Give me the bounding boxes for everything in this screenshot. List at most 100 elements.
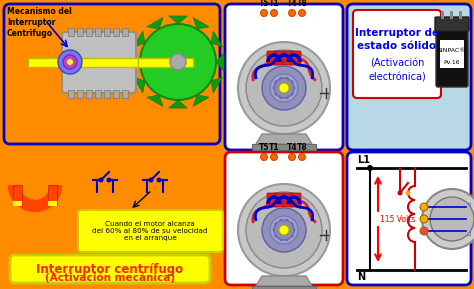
Circle shape: [285, 238, 289, 241]
Circle shape: [271, 153, 277, 160]
Polygon shape: [256, 276, 312, 286]
FancyBboxPatch shape: [4, 4, 220, 144]
FancyBboxPatch shape: [436, 20, 468, 87]
Bar: [441, 11, 445, 19]
FancyBboxPatch shape: [267, 51, 277, 65]
Bar: [440, 40, 464, 68]
Text: estado sólido: estado sólido: [357, 41, 437, 51]
Circle shape: [63, 55, 77, 69]
FancyBboxPatch shape: [283, 51, 293, 65]
Circle shape: [291, 223, 293, 226]
Circle shape: [140, 24, 216, 100]
FancyBboxPatch shape: [275, 51, 285, 65]
Circle shape: [274, 223, 278, 226]
Circle shape: [170, 54, 186, 70]
Circle shape: [246, 192, 322, 268]
Circle shape: [261, 153, 267, 160]
Circle shape: [292, 86, 295, 90]
Bar: [138, 58, 193, 67]
Circle shape: [99, 177, 103, 182]
Circle shape: [291, 234, 293, 237]
Circle shape: [148, 177, 154, 182]
Bar: [77, 90, 83, 98]
Bar: [122, 28, 128, 36]
Polygon shape: [256, 134, 312, 144]
Text: SINPAC®: SINPAC®: [438, 49, 466, 53]
Circle shape: [270, 74, 298, 102]
Circle shape: [299, 10, 306, 16]
Text: T5: T5: [259, 143, 269, 152]
Circle shape: [422, 189, 474, 249]
FancyBboxPatch shape: [225, 4, 343, 150]
Text: T4: T4: [287, 0, 297, 8]
Circle shape: [279, 83, 289, 93]
Circle shape: [271, 10, 277, 16]
FancyBboxPatch shape: [347, 4, 471, 150]
Polygon shape: [193, 17, 209, 29]
Bar: [13, 185, 22, 205]
Circle shape: [280, 77, 283, 80]
Bar: [104, 90, 110, 98]
Bar: [86, 90, 92, 98]
Bar: [48, 185, 57, 205]
Polygon shape: [147, 95, 163, 107]
Polygon shape: [193, 95, 209, 107]
Polygon shape: [216, 53, 224, 71]
Circle shape: [238, 184, 330, 276]
FancyBboxPatch shape: [78, 210, 223, 252]
Circle shape: [273, 86, 276, 90]
Circle shape: [156, 177, 162, 182]
Polygon shape: [169, 100, 187, 108]
FancyBboxPatch shape: [347, 152, 471, 285]
Polygon shape: [147, 17, 163, 29]
Circle shape: [238, 42, 330, 134]
Circle shape: [273, 229, 276, 231]
Polygon shape: [169, 16, 187, 24]
Circle shape: [420, 227, 428, 235]
Bar: [104, 28, 110, 36]
Bar: [459, 11, 463, 19]
FancyBboxPatch shape: [267, 193, 277, 207]
Bar: [28, 58, 173, 67]
Circle shape: [274, 78, 294, 98]
Bar: [95, 90, 101, 98]
Circle shape: [107, 177, 111, 182]
Bar: [13, 201, 22, 206]
Circle shape: [280, 238, 283, 241]
Text: T8: T8: [297, 0, 307, 8]
Text: T1: T1: [269, 143, 279, 152]
Text: T1: T1: [269, 0, 279, 8]
Polygon shape: [134, 77, 145, 93]
Circle shape: [285, 96, 289, 99]
Bar: [464, 203, 470, 235]
Circle shape: [420, 203, 428, 211]
Circle shape: [279, 225, 289, 235]
Polygon shape: [211, 31, 223, 47]
FancyBboxPatch shape: [291, 193, 301, 207]
Bar: [86, 28, 92, 36]
Bar: [113, 90, 119, 98]
Circle shape: [280, 219, 283, 222]
Circle shape: [285, 219, 289, 222]
FancyBboxPatch shape: [225, 152, 343, 285]
Text: T5: T5: [259, 0, 269, 8]
Text: electrónica): electrónica): [368, 72, 426, 82]
Circle shape: [274, 220, 294, 240]
Text: (Activación mecánica): (Activación mecánica): [45, 273, 175, 283]
Text: N: N: [357, 272, 365, 282]
Bar: [113, 28, 119, 36]
Bar: [122, 90, 128, 98]
Circle shape: [274, 81, 278, 84]
Text: L1: L1: [357, 155, 370, 165]
Circle shape: [246, 50, 322, 126]
Circle shape: [367, 165, 373, 171]
Polygon shape: [134, 31, 145, 47]
FancyBboxPatch shape: [291, 51, 301, 65]
Circle shape: [270, 216, 298, 244]
Circle shape: [58, 50, 82, 74]
Circle shape: [262, 208, 306, 252]
Circle shape: [274, 92, 278, 95]
Text: Mecanismo del
Interruptor
Centrifugo: Mecanismo del Interruptor Centrifugo: [7, 7, 72, 38]
Text: Pv.16: Pv.16: [444, 60, 460, 64]
Bar: [48, 201, 57, 206]
